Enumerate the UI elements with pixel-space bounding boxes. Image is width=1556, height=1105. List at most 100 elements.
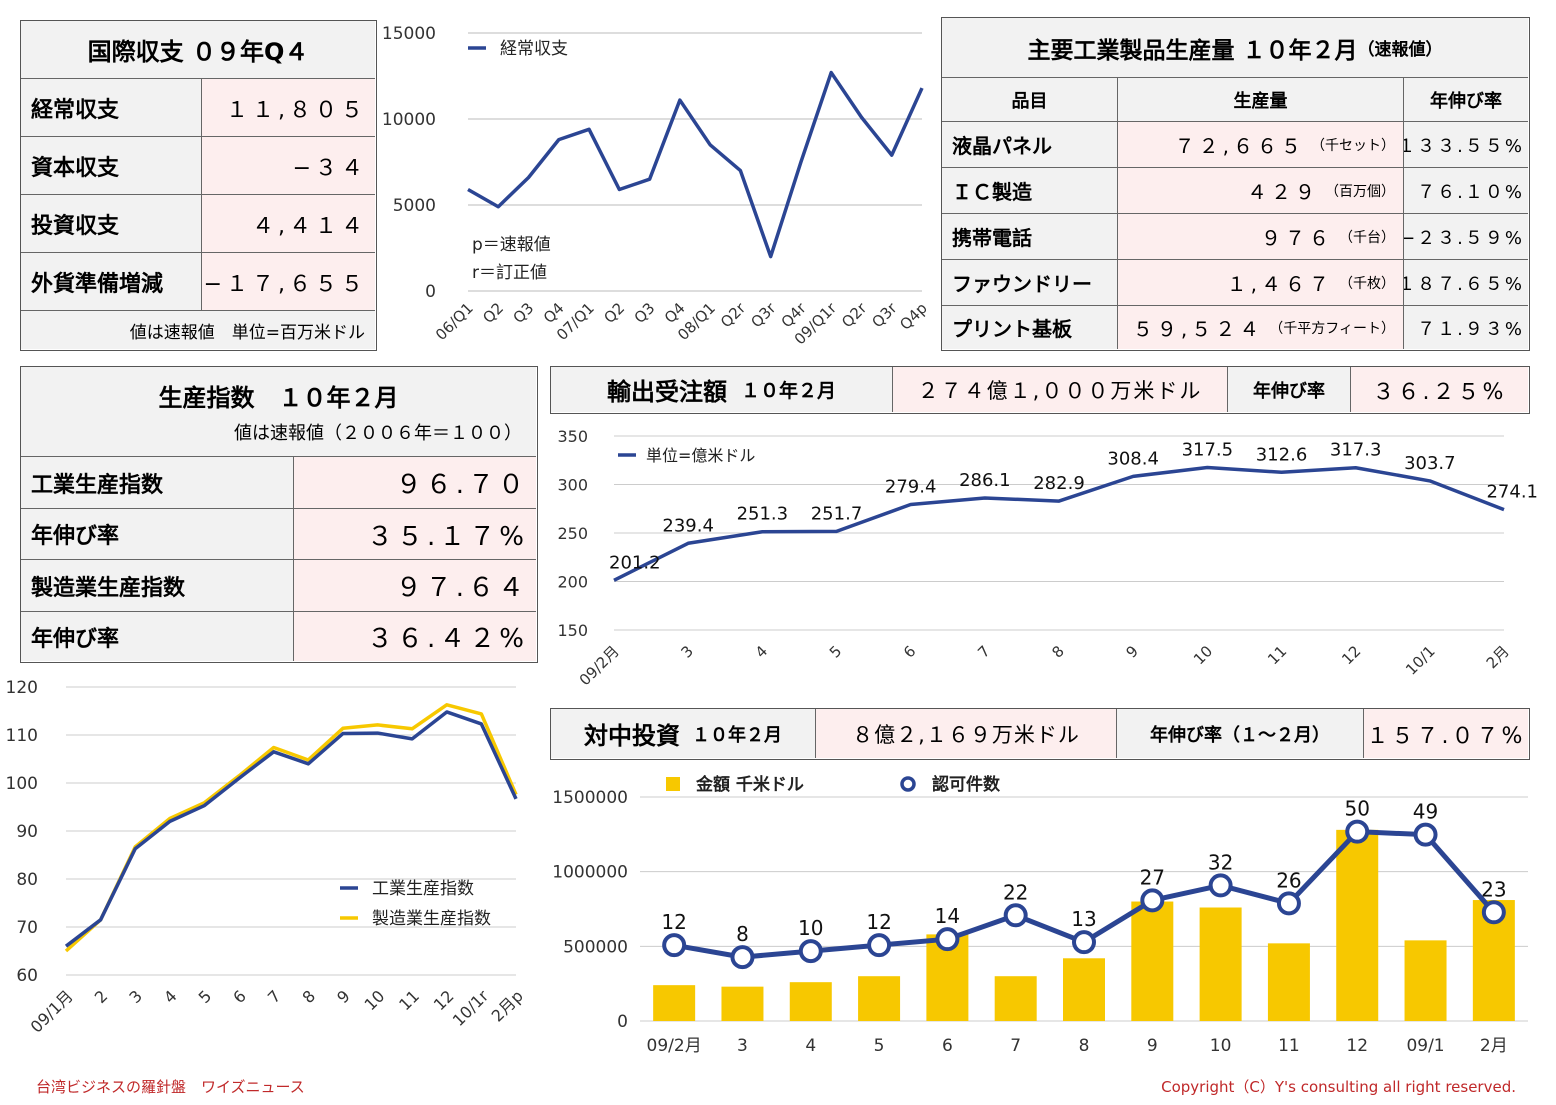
data-label: 22 bbox=[1003, 880, 1028, 904]
production-unit: （千枚） bbox=[1339, 275, 1395, 292]
x-tick-label: Q4p bbox=[896, 299, 931, 334]
production-item: ＩＣ製造 bbox=[942, 168, 1118, 214]
production-value-number: １,４６７ bbox=[1226, 272, 1333, 296]
x-tick-label: 2月p bbox=[488, 986, 527, 1025]
annotation: r＝訂正値 bbox=[472, 263, 547, 283]
x-tick-label: 2月 bbox=[1483, 642, 1513, 672]
bar bbox=[1199, 907, 1242, 1021]
x-tick-label: Q2 bbox=[600, 299, 628, 327]
x-tick-label: 10/1 bbox=[1402, 642, 1439, 679]
index-label: 年伸び率 bbox=[21, 612, 294, 661]
index-value: ９６.７０ bbox=[294, 457, 536, 509]
line-marker bbox=[662, 933, 687, 958]
data-label: 286.1 bbox=[959, 470, 1011, 491]
line-marker bbox=[1345, 819, 1370, 844]
data-label: 251.3 bbox=[737, 504, 789, 525]
x-tick-label: 11 bbox=[1264, 642, 1290, 668]
index-table: 生産指数 １０年２月 値は速報値（２００６年＝１００） 工業生産指数 ９６.７０… bbox=[20, 366, 538, 663]
x-tick-label: 10 bbox=[1210, 1036, 1232, 1056]
legend-label: 金額 千米ドル bbox=[695, 774, 804, 795]
y-tick-label: 100 bbox=[6, 774, 38, 794]
fdi-title-sub: １０年２月 bbox=[692, 724, 782, 746]
y-tick-label: 1500000 bbox=[552, 788, 628, 808]
x-tick-label: 7 bbox=[1010, 1036, 1021, 1056]
production-unit: （千台） bbox=[1339, 229, 1395, 246]
fdi-amount: ８億２,１６９万米ドル bbox=[816, 709, 1117, 758]
x-tick-label: 09/2月 bbox=[647, 1036, 702, 1056]
legend-label: 製造業生産指数 bbox=[372, 909, 491, 929]
data-label: 23 bbox=[1481, 877, 1506, 901]
bar bbox=[858, 976, 901, 1021]
x-tick-label: 12 bbox=[430, 986, 458, 1014]
legend-label: 工業生産指数 bbox=[372, 879, 474, 899]
line-marker bbox=[1413, 822, 1438, 847]
data-label: 279.4 bbox=[885, 476, 937, 497]
annotation: p＝速報値 bbox=[472, 235, 551, 255]
x-tick-label: 09/1 bbox=[1406, 1036, 1444, 1056]
x-tick-label: 10 bbox=[1190, 642, 1216, 668]
x-tick-label: 5 bbox=[874, 1036, 885, 1056]
production-value: １,４６７ （千枚） bbox=[1118, 260, 1404, 306]
production-item: 携帯電話 bbox=[942, 214, 1118, 260]
production-value-number: ７２,６６５ bbox=[1174, 134, 1305, 158]
x-tick-label: 12 bbox=[1338, 642, 1364, 668]
footer-left: 台湾ビジネスの羅針盤 ワイズニュース bbox=[36, 1078, 305, 1096]
legend-swatch bbox=[666, 777, 680, 791]
line-marker bbox=[1140, 888, 1165, 913]
export-growth-label: 年伸び率 bbox=[1228, 367, 1351, 412]
y-tick-label: 60 bbox=[16, 966, 38, 986]
legend-label: 認可件数 bbox=[932, 774, 1001, 795]
series-line bbox=[613, 465, 1505, 582]
fdi-growth: １５７.０７% bbox=[1364, 709, 1528, 758]
bop-label: 資本収支 bbox=[21, 137, 202, 195]
bop-note: 値は速報値 単位=百万米ドル bbox=[21, 311, 375, 349]
data-label: 12 bbox=[866, 910, 891, 934]
legend-label: 経常収支 bbox=[500, 39, 568, 59]
bar bbox=[721, 986, 764, 1021]
x-tick-label: 06/Q1 bbox=[432, 299, 477, 344]
production-growth: １８７.６５% bbox=[1404, 260, 1528, 306]
bop-label: 外貨準備増減 bbox=[21, 253, 202, 311]
data-label: 251.7 bbox=[811, 503, 863, 524]
x-tick-label: 9 bbox=[1123, 642, 1142, 661]
bop-value: −３４ bbox=[202, 137, 375, 195]
data-label: 27 bbox=[1140, 865, 1165, 889]
production-header-value: 生産量 bbox=[1118, 78, 1404, 122]
bop-title: 国際収支 ０９年Q４ bbox=[21, 21, 375, 79]
y-tick-label: 300 bbox=[557, 476, 588, 495]
legend-label: 単位=億米ドル bbox=[646, 446, 755, 465]
legend-swatch bbox=[900, 776, 916, 792]
production-unit: （千セット） bbox=[1311, 137, 1395, 154]
bar bbox=[789, 982, 832, 1021]
data-label: 303.7 bbox=[1404, 453, 1456, 474]
series-line bbox=[64, 710, 518, 948]
x-tick-label: 2 bbox=[91, 986, 112, 1007]
x-tick-label: 3 bbox=[737, 1036, 748, 1056]
data-label: 12 bbox=[661, 910, 686, 934]
production-item: プリント基板 bbox=[942, 306, 1118, 349]
x-tick-label: 3 bbox=[678, 642, 697, 661]
x-tick-label: 6 bbox=[900, 642, 919, 661]
data-label: 49 bbox=[1413, 800, 1438, 824]
data-label: 14 bbox=[935, 904, 960, 928]
x-tick-label: 5 bbox=[826, 642, 845, 661]
index-label: 製造業生産指数 bbox=[21, 560, 294, 612]
production-header-item: 品目 bbox=[942, 78, 1118, 122]
fdi-growth-label: 年伸び率（１〜２月） bbox=[1117, 709, 1364, 758]
production-item: 液晶パネル bbox=[942, 122, 1118, 168]
x-tick-label: 2月 bbox=[1480, 1036, 1508, 1056]
data-label: 13 bbox=[1071, 907, 1096, 931]
data-label: 8 bbox=[736, 922, 749, 946]
data-label: 50 bbox=[1345, 797, 1370, 821]
x-tick-label: 6 bbox=[942, 1036, 953, 1056]
x-tick-label: 09/2月 bbox=[576, 642, 623, 689]
y-tick-label: 120 bbox=[6, 678, 38, 698]
fdi-title: 対中投資 １０年２月 bbox=[551, 709, 816, 758]
bar bbox=[994, 976, 1037, 1021]
export-growth: ３６.２５% bbox=[1351, 367, 1528, 412]
fdi-title-text: 対中投資 bbox=[584, 722, 680, 750]
production-title: 主要工業製品生産量 １０年２月 （速報値） bbox=[942, 18, 1528, 78]
x-tick-label: Q3 bbox=[631, 299, 659, 327]
data-label: 312.6 bbox=[1256, 444, 1308, 465]
